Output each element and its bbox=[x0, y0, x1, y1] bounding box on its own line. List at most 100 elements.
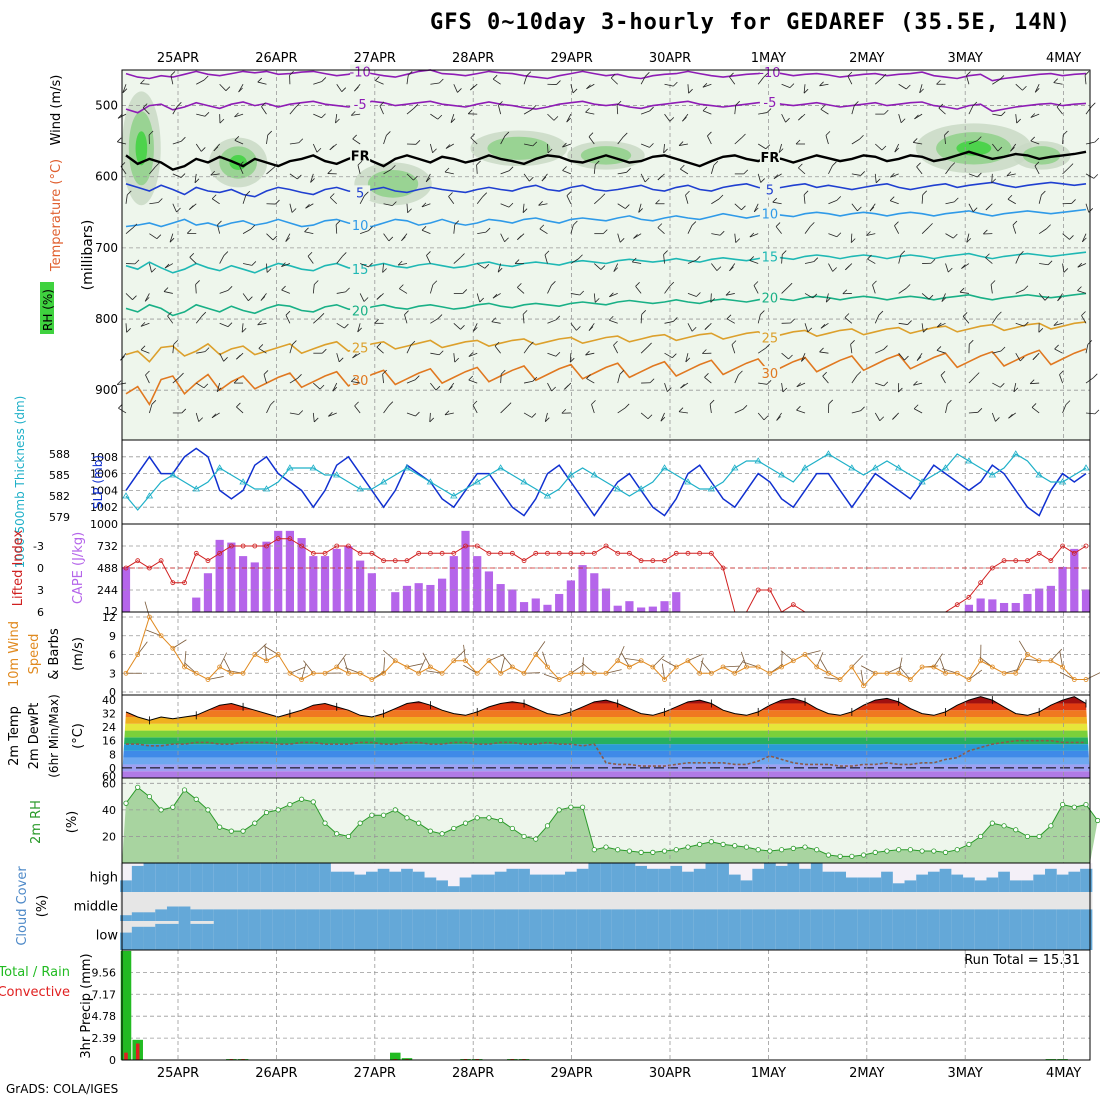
wind-barb bbox=[1015, 114, 1018, 124]
cloud-cell-fill bbox=[518, 909, 531, 921]
wind-barb-flag bbox=[382, 369, 387, 375]
wind-barb-flag bbox=[1082, 237, 1087, 243]
thickness-marker bbox=[192, 485, 200, 492]
wind-barb-flag bbox=[257, 77, 263, 83]
surface-wind-barb bbox=[740, 651, 747, 668]
wind-barb-flag bbox=[688, 88, 693, 94]
cloud-cell-fill bbox=[354, 874, 367, 892]
wind-barb-flag bbox=[494, 341, 500, 347]
li-axis-label: Lifted Index bbox=[11, 529, 26, 606]
cape-bar bbox=[601, 588, 611, 612]
rh-marker bbox=[697, 841, 703, 848]
wind-barb-flag bbox=[195, 280, 200, 285]
thickness-marker bbox=[1082, 464, 1090, 471]
wind-barb bbox=[617, 171, 627, 175]
wind-barb bbox=[734, 408, 744, 414]
wind-barb-flag bbox=[508, 166, 514, 172]
cape-bar bbox=[1035, 588, 1044, 612]
wind-barb-flag bbox=[148, 130, 154, 136]
wind-barb bbox=[307, 256, 314, 264]
wind-barb bbox=[867, 258, 876, 264]
rh-marker bbox=[954, 847, 960, 853]
wind-barb-flag bbox=[450, 118, 456, 123]
wind-speed-marker bbox=[814, 664, 820, 670]
wind-barb bbox=[781, 83, 791, 88]
wind-barb-flag bbox=[702, 83, 708, 88]
surface-wind-barb bbox=[570, 663, 585, 674]
thickness-marker bbox=[590, 471, 598, 478]
wind-barb bbox=[734, 374, 739, 384]
cloud-cell-fill bbox=[366, 871, 379, 892]
wind-barb bbox=[704, 376, 712, 384]
wind-barb bbox=[289, 412, 299, 415]
wind-barb bbox=[312, 412, 315, 422]
wind-speed-marker bbox=[580, 670, 585, 676]
wind-barb-flag bbox=[635, 282, 640, 287]
lifted-index-marker bbox=[556, 550, 562, 556]
rh-marker bbox=[978, 833, 984, 840]
cloud-cell-fill bbox=[459, 909, 472, 921]
wind-speed-marker bbox=[252, 652, 258, 657]
wind-barb bbox=[285, 315, 291, 324]
wind-barb bbox=[517, 287, 525, 294]
wind-barb-flag bbox=[181, 408, 187, 414]
wind-barb bbox=[921, 227, 929, 234]
wind-barb-flag bbox=[1034, 161, 1040, 167]
wind-barb-flag bbox=[669, 281, 675, 287]
date-tick-top: 1MAY bbox=[751, 51, 786, 66]
cloud-cell-fill bbox=[401, 868, 414, 892]
wind-barb bbox=[940, 375, 946, 384]
cloud-cell-fill bbox=[506, 909, 519, 921]
wind-barb-flag bbox=[913, 404, 919, 410]
wind-barb-flag bbox=[122, 88, 128, 93]
wind-barb bbox=[140, 83, 150, 85]
rh-marker bbox=[1036, 833, 1042, 840]
thickness-marker bbox=[918, 478, 926, 485]
wind-barb-flag bbox=[374, 319, 379, 324]
cape-bar bbox=[227, 542, 236, 612]
wind-barb bbox=[803, 194, 806, 204]
wind-barb-flag bbox=[194, 178, 200, 184]
wind-barb bbox=[710, 293, 712, 303]
cloud-cell-fill bbox=[471, 909, 484, 921]
date-tick-top: 4MAY bbox=[1046, 51, 1081, 66]
cape-bar bbox=[344, 546, 353, 612]
rh-marker bbox=[825, 852, 832, 858]
wind-barb-flag bbox=[1034, 88, 1040, 93]
wind-barb bbox=[850, 344, 853, 354]
rh-marker bbox=[814, 847, 820, 853]
cloud-cell-fill bbox=[892, 921, 906, 950]
cloud-cell-fill bbox=[529, 921, 543, 950]
wind-barb-flag bbox=[807, 327, 813, 333]
wind-barb-flag bbox=[798, 115, 803, 121]
wind-barb bbox=[657, 227, 665, 234]
wind-barb-flag bbox=[959, 287, 965, 293]
cloud-cell-fill bbox=[822, 909, 835, 921]
wind-barb-flag bbox=[916, 162, 921, 168]
lifted-index-marker bbox=[451, 550, 457, 556]
wind-barb bbox=[523, 75, 528, 85]
wind-barb-flag bbox=[438, 350, 444, 356]
wind-barb-flag bbox=[432, 148, 437, 154]
wind-speed-marker bbox=[790, 658, 796, 664]
wind-barb bbox=[796, 409, 806, 414]
cloud-cell-fill bbox=[810, 921, 824, 950]
wind-barb bbox=[476, 164, 478, 174]
wind-barb-flag bbox=[1031, 403, 1037, 408]
cloud-cell-fill bbox=[892, 909, 906, 921]
lifted-index-marker bbox=[989, 565, 995, 571]
surface-wind-barb bbox=[816, 652, 824, 668]
cloud-cell-fill bbox=[717, 863, 730, 892]
cloud-cell-fill bbox=[225, 863, 238, 892]
rh-marker bbox=[556, 807, 562, 813]
temp-band bbox=[122, 696, 1090, 704]
wind-barb-flag bbox=[444, 410, 450, 416]
wind-barb bbox=[122, 84, 127, 93]
cloud-cell-fill bbox=[588, 921, 601, 950]
wind-barb bbox=[921, 194, 924, 204]
wind-barb-flag bbox=[307, 251, 313, 257]
wind-barb-flag bbox=[669, 117, 675, 122]
cloud-cell-fill bbox=[576, 909, 589, 921]
cloud-cell-fill bbox=[670, 909, 683, 921]
rh-marker bbox=[720, 841, 726, 848]
